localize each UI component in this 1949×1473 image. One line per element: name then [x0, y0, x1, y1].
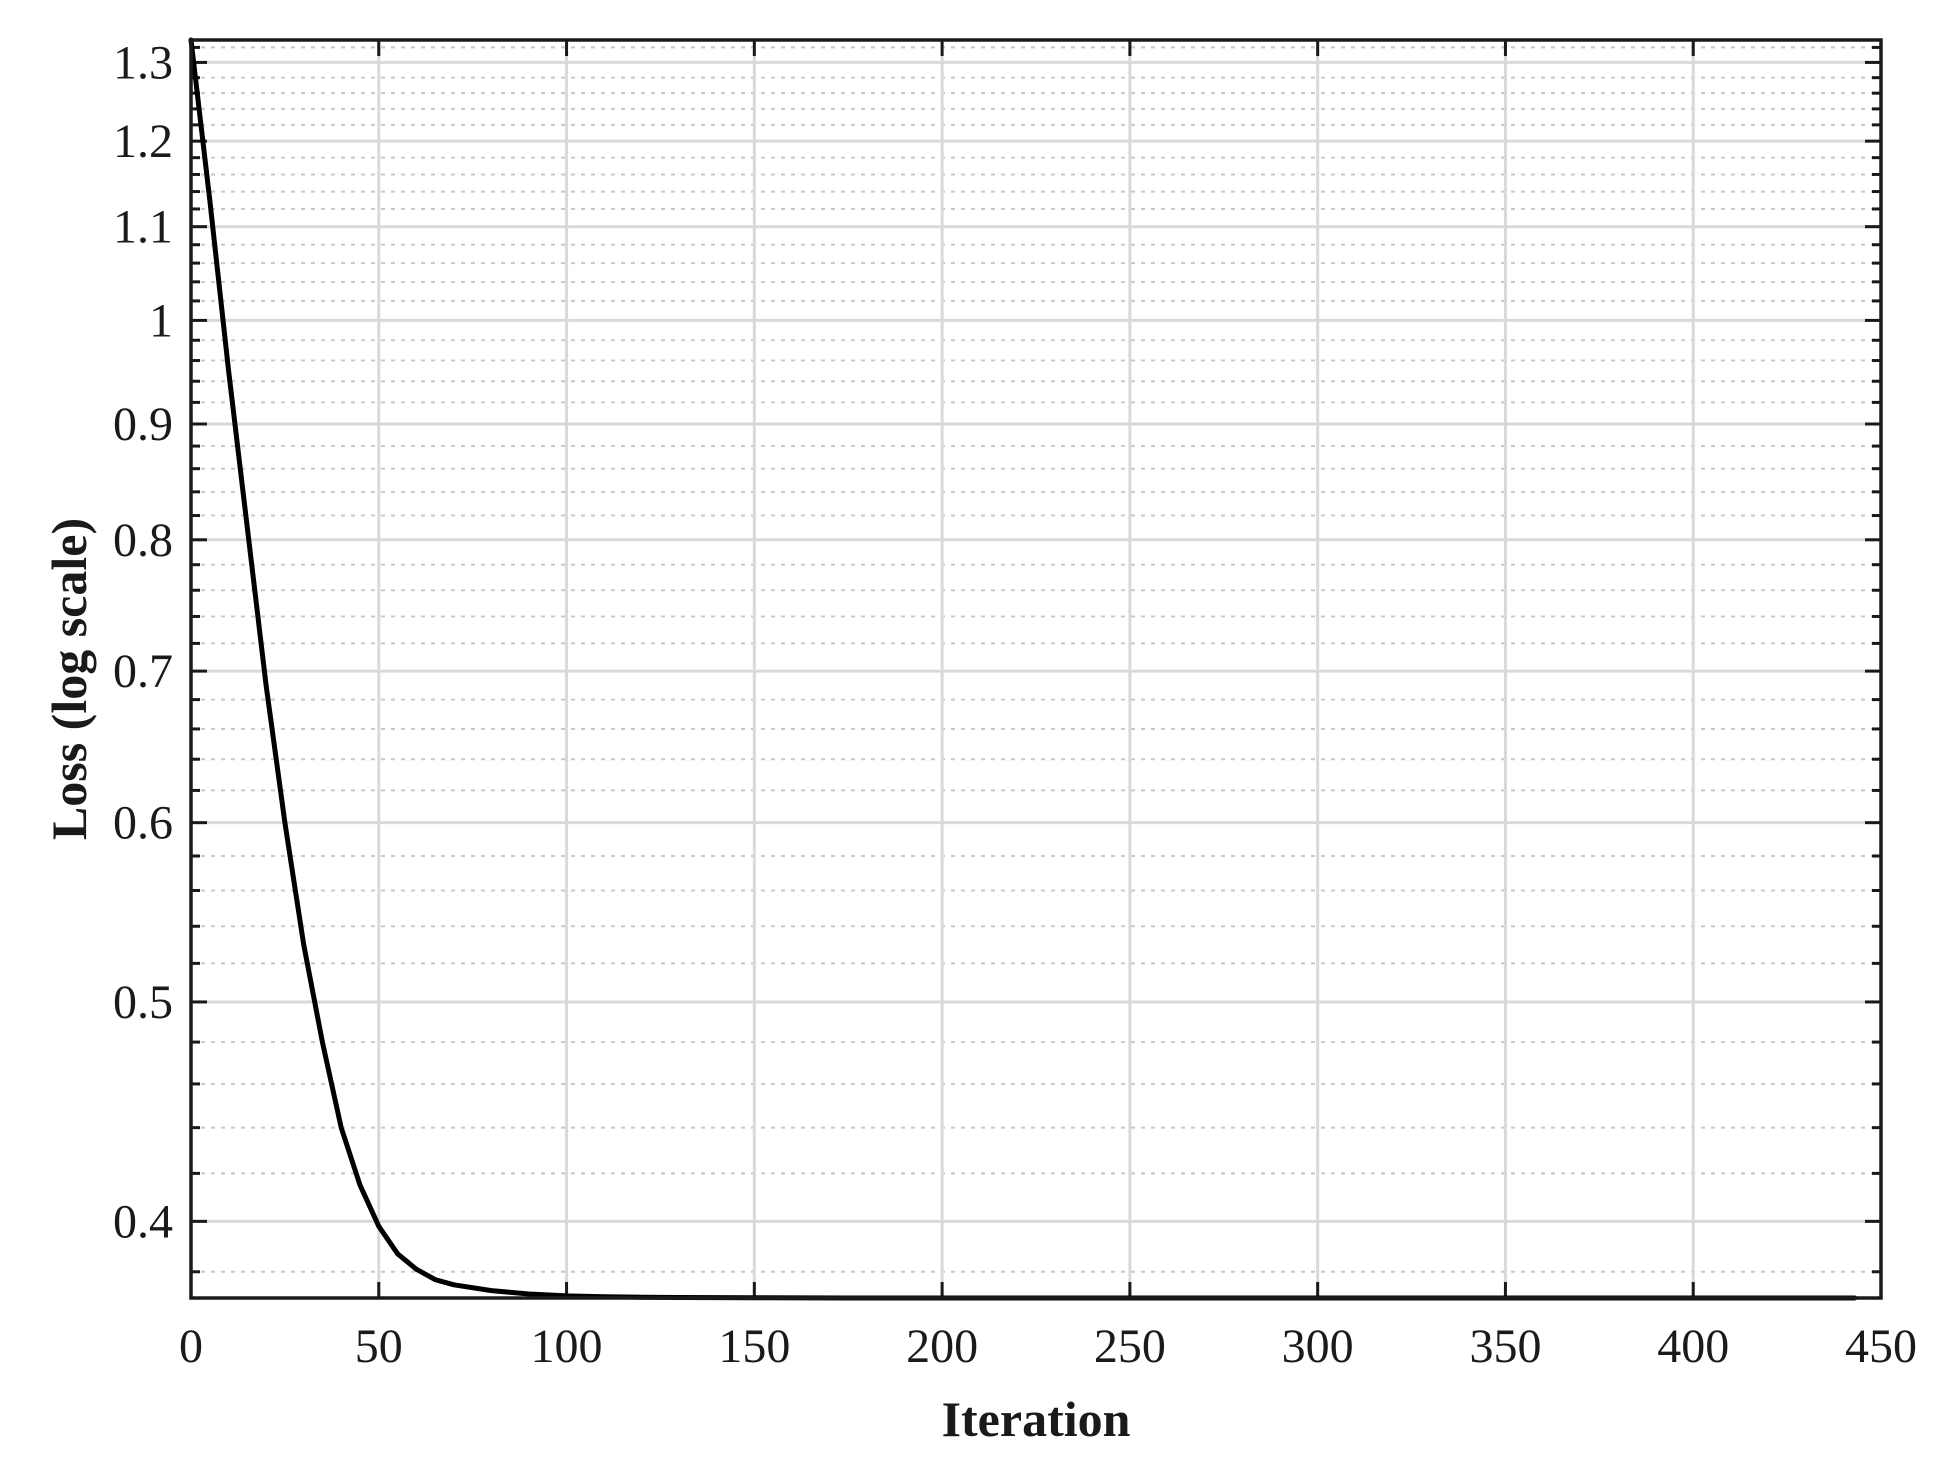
- x-tick-label: 200: [906, 1320, 978, 1373]
- y-tick-label: 1: [149, 294, 173, 347]
- x-tick-labels: 0 50 100 150 200 250 300 350 400 450: [179, 1320, 1917, 1373]
- x-tick-label: 300: [1282, 1320, 1354, 1373]
- x-tick-label: 50: [355, 1320, 403, 1373]
- x-tick-label: 350: [1469, 1320, 1541, 1373]
- y-axis-title: Loss (log scale): [41, 518, 97, 840]
- x-tick-label: 150: [718, 1320, 790, 1373]
- y-tick-label: 1.1: [113, 201, 173, 254]
- y-tick-label: 0.4: [113, 1195, 173, 1248]
- x-axis-title: Iteration: [942, 1391, 1131, 1447]
- x-tick-label: 450: [1845, 1320, 1917, 1373]
- x-tick-label: 100: [531, 1320, 603, 1373]
- x-tick-label: 400: [1657, 1320, 1729, 1373]
- x-tick-label: 0: [179, 1320, 203, 1373]
- y-tick-label: 0.9: [113, 398, 173, 451]
- series-line: [188, 37, 1858, 1301]
- y-tick-label: 0.6: [113, 797, 173, 850]
- y-tick-label: 0.5: [113, 976, 173, 1029]
- y-tick-labels: 0.4 0.5 0.6 0.7 0.8 0.9 1 1.1 1.2 1.3: [113, 36, 173, 1248]
- tick-marks: [189, 40, 1883, 1298]
- y-tick-label: 0.8: [113, 514, 173, 567]
- x-tick-label: 250: [1094, 1320, 1166, 1373]
- y-tick-label: 1.3: [113, 36, 173, 89]
- grid: [189, 40, 1883, 1298]
- y-tick-label: 0.7: [113, 645, 173, 698]
- y-tick-label: 1.2: [113, 115, 173, 168]
- axes-frame: [189, 38, 1883, 1300]
